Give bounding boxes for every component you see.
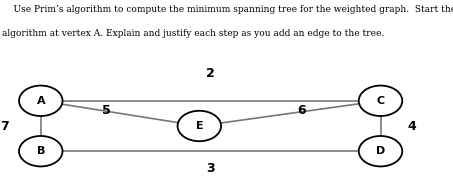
Text: B: B (37, 146, 45, 156)
Ellipse shape (19, 136, 63, 166)
Text: C: C (376, 96, 385, 106)
Ellipse shape (19, 86, 63, 116)
Text: 2: 2 (206, 67, 215, 80)
Text: D: D (376, 146, 385, 156)
Text: E: E (196, 121, 203, 131)
Text: 4: 4 (408, 120, 417, 132)
Ellipse shape (359, 86, 402, 116)
Text: 7: 7 (0, 120, 9, 132)
Text: 5: 5 (102, 104, 111, 117)
Text: Use Prim’s algorithm to compute the minimum spanning tree for the weighted graph: Use Prim’s algorithm to compute the mini… (2, 5, 453, 14)
Text: 6: 6 (297, 104, 306, 117)
Text: A: A (36, 96, 45, 106)
Ellipse shape (359, 136, 402, 166)
Text: algorithm at vertex A. Explain and justify each step as you add an edge to the t: algorithm at vertex A. Explain and justi… (2, 29, 385, 38)
Text: 3: 3 (206, 162, 215, 175)
Ellipse shape (178, 111, 221, 141)
